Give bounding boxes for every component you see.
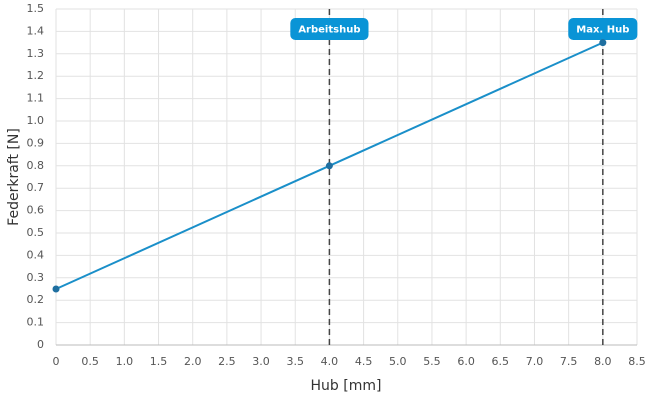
y-tick-label: 1.5	[27, 2, 45, 15]
x-tick-label: 2.5	[218, 355, 236, 368]
y-tick-label: 1.2	[27, 69, 45, 82]
y-tick-label: 1.1	[27, 92, 45, 105]
x-tick-label: 5.5	[423, 355, 441, 368]
x-tick-label: 8.5	[628, 355, 646, 368]
x-tick-label: 1.0	[116, 355, 134, 368]
x-tick-label: 2.0	[184, 355, 202, 368]
annotation-badge: Max. Hub	[568, 18, 638, 40]
annotation-box	[290, 18, 369, 40]
y-tick-label: 0.5	[27, 226, 45, 239]
y-tick-label: 1.3	[27, 47, 45, 60]
x-tick-label: 4.5	[355, 355, 373, 368]
x-tick-label: 3.5	[286, 355, 304, 368]
y-tick-label: 0.1	[27, 316, 45, 329]
annotation-badge: Arbeitshub	[290, 18, 369, 40]
x-tick-label: 6.5	[492, 355, 510, 368]
y-tick-label: 0.2	[27, 293, 45, 306]
y-axis-title: Federkraft [N]	[6, 128, 22, 226]
y-tick-label: 0	[37, 338, 44, 351]
x-tick-label: 0.5	[81, 355, 99, 368]
y-tick-label: 1.4	[27, 24, 45, 37]
x-tick-label: 3.0	[252, 355, 270, 368]
x-tick-label: 8.0	[594, 355, 612, 368]
x-tick-label: 7.0	[526, 355, 544, 368]
x-tick-label: 1.5	[150, 355, 168, 368]
point	[325, 162, 333, 170]
y-tick-label: 0.4	[27, 248, 45, 261]
annotation-label: Arbeitshub	[298, 25, 360, 36]
y-tick-label: 0.3	[27, 271, 45, 284]
point	[52, 285, 60, 293]
x-tick-label: 0	[53, 355, 60, 368]
x-axis-title: Hub [mm]	[311, 378, 382, 394]
point	[599, 39, 607, 47]
y-tick-label: 0.6	[27, 204, 45, 217]
y-tick-label: 1.0	[27, 114, 45, 127]
x-tick-label: 6.0	[457, 355, 475, 368]
y-tick-label: 0.8	[27, 159, 45, 172]
annotation-label: Max. Hub	[576, 25, 629, 36]
y-tick-label: 0.7	[27, 181, 45, 194]
annotation-box	[568, 18, 638, 40]
x-tick-label: 4.0	[321, 355, 339, 368]
x-tick-label: 5.0	[389, 355, 407, 368]
x-tick-label: 7.5	[560, 355, 578, 368]
y-tick-label: 0.9	[27, 136, 45, 149]
